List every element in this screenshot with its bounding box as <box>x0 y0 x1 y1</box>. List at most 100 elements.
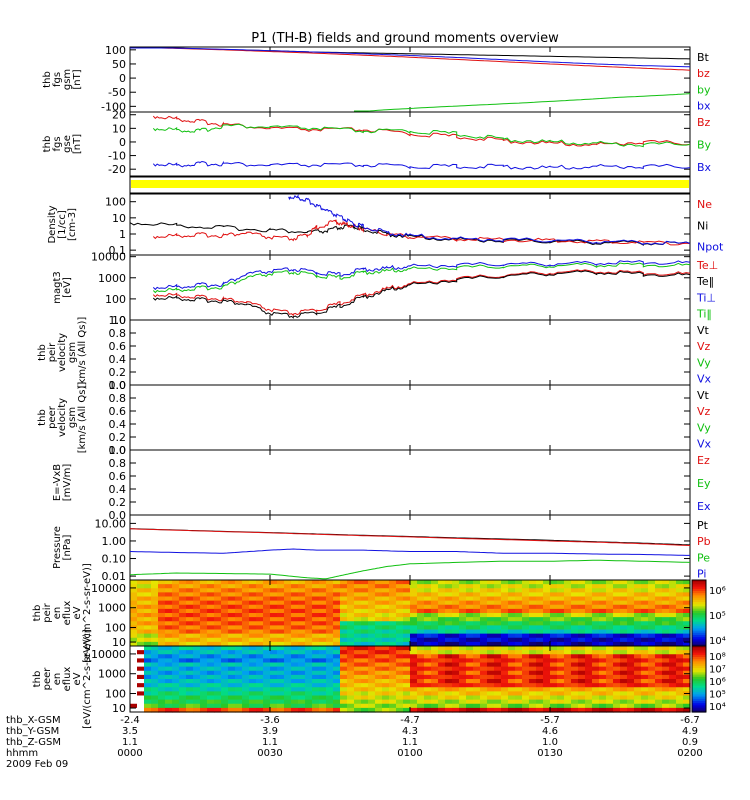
spectro-cell <box>522 588 530 593</box>
spectro-cell <box>676 679 684 684</box>
spectro-cell <box>235 617 243 622</box>
y-axis-label-line: [eV/(cm^2-s-sr-eV)] <box>82 629 93 729</box>
spectro-cell <box>165 662 173 668</box>
spectro-cell <box>473 683 481 688</box>
spectro-cell <box>165 674 173 680</box>
spectro-cell <box>319 674 327 680</box>
spectro-cell <box>606 703 614 709</box>
spectro-cell <box>487 641 495 647</box>
spectro-cell <box>382 633 390 639</box>
spectro-cell <box>501 670 509 676</box>
spectro-cell <box>200 641 208 647</box>
spectro-cell <box>676 658 684 664</box>
spectro-cell <box>130 707 138 713</box>
spectro-cell <box>312 604 320 610</box>
spectro-cell <box>452 592 460 598</box>
spectro-cell <box>151 662 159 668</box>
spectro-cell <box>263 691 271 697</box>
spectro-cell <box>480 625 488 631</box>
spectro-cell <box>207 695 215 701</box>
spectro-cell <box>599 617 607 622</box>
spectro-cell <box>550 679 558 684</box>
spectro-cell <box>403 695 411 701</box>
spectro-cell <box>368 621 376 626</box>
colorbar-cell <box>692 597 706 601</box>
spectro-cell <box>501 592 509 598</box>
spectro-cell <box>487 703 495 709</box>
spectro-cell <box>368 691 376 697</box>
spectro-cell <box>284 670 292 676</box>
spectro-cell <box>543 584 551 589</box>
spectro-cell <box>424 584 432 589</box>
spectro-cell <box>627 625 635 631</box>
spectro-cell <box>494 691 502 697</box>
colorbar-cell <box>692 582 706 585</box>
spectro-cell <box>438 646 446 651</box>
spectro-cell <box>375 637 383 643</box>
spectro-cell <box>522 654 530 659</box>
spectro-cell <box>676 703 684 709</box>
spectro-cell <box>277 641 285 647</box>
spectro-cell <box>326 613 334 618</box>
spectro-cell <box>361 617 369 622</box>
spectro-cell <box>270 662 278 668</box>
spectro-cell <box>228 633 236 639</box>
legend-entry: Pi <box>697 568 706 581</box>
colorbar-cell <box>692 652 706 656</box>
spectro-cell <box>655 588 663 593</box>
spectro-cell <box>494 641 502 647</box>
spectro-cell <box>249 683 257 688</box>
legend-entry: Npot <box>697 241 724 254</box>
spectro-cell <box>347 683 355 688</box>
spectro-cell <box>151 679 159 684</box>
y-tick-label: 0.2 <box>109 366 127 379</box>
spectro-cell <box>270 592 278 598</box>
legend-entry: Vt <box>697 389 710 402</box>
spectro-cell <box>291 683 299 688</box>
spectro-cell <box>354 683 362 688</box>
spectro-cell <box>585 641 593 647</box>
spectro-cell <box>536 617 544 622</box>
spectro-cell <box>172 625 180 631</box>
y-axis-label: E=-VxB [mV/m] <box>52 464 73 502</box>
spectro-cell <box>641 699 649 705</box>
spectro-cell <box>249 592 257 598</box>
spectro-cell <box>550 625 558 631</box>
spectro-cell <box>550 621 558 626</box>
spectro-cell <box>501 580 509 585</box>
spectro-cell <box>340 703 348 709</box>
spectro-cell <box>382 695 390 701</box>
spectro-cell <box>179 666 187 672</box>
spectro-cell <box>592 666 600 672</box>
spectro-cell <box>389 695 397 701</box>
spectro-cell <box>655 613 663 618</box>
spectro-cell <box>417 596 425 602</box>
spectro-cell <box>256 641 264 647</box>
spectro-cell <box>557 699 565 705</box>
spectro-cell <box>655 592 663 598</box>
spectro-cell <box>151 608 159 614</box>
colorbar-cell <box>692 674 706 678</box>
spectro-cell <box>466 629 474 635</box>
spectro-cell <box>340 691 348 697</box>
spectro-cell <box>655 604 663 610</box>
spectro-cell <box>662 679 670 684</box>
spectro-cell <box>354 580 362 585</box>
spectro-cell <box>403 674 411 680</box>
spectro-cell <box>277 646 285 651</box>
series-line-Ti‖ <box>152 262 691 294</box>
spectro-cell <box>179 695 187 701</box>
spectro-cell <box>536 637 544 643</box>
spectro-cell <box>382 625 390 631</box>
spectro-cell <box>242 588 250 593</box>
spectro-cell <box>375 695 383 701</box>
spectro-cell <box>452 662 460 668</box>
panel-frame <box>129 514 691 581</box>
spectro-cell <box>417 679 425 684</box>
spectro-cell <box>480 662 488 668</box>
spectro-cell <box>648 658 656 664</box>
spectro-cell <box>200 674 208 680</box>
spectro-cell <box>270 613 278 618</box>
